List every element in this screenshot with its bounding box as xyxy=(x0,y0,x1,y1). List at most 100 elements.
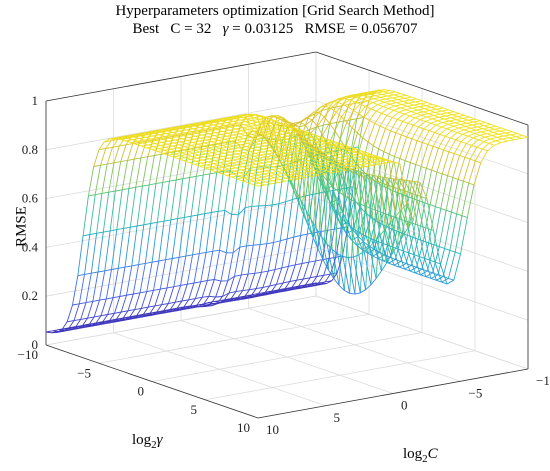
mesh-line xyxy=(263,133,271,136)
mesh-line xyxy=(469,158,476,162)
mesh-line xyxy=(336,105,343,123)
mesh-line xyxy=(368,96,374,100)
mesh-line xyxy=(305,119,313,126)
mesh-line xyxy=(187,151,194,154)
mesh-line xyxy=(392,190,399,194)
mesh-line xyxy=(441,281,448,285)
mesh-line xyxy=(282,266,289,284)
mesh-line xyxy=(391,244,398,255)
mesh-line xyxy=(72,326,79,329)
mesh-line xyxy=(328,199,335,209)
mesh-line xyxy=(398,111,405,115)
mesh-line xyxy=(359,206,366,213)
mesh-line xyxy=(164,148,171,151)
mesh-line xyxy=(355,148,362,152)
mesh-line xyxy=(449,249,456,253)
mesh-line xyxy=(148,144,154,148)
mesh-line xyxy=(371,148,380,180)
mesh-line xyxy=(356,170,364,177)
mesh-line xyxy=(382,103,390,107)
mesh-line xyxy=(341,167,348,171)
mesh-line xyxy=(204,128,211,132)
mesh-line xyxy=(329,121,337,125)
mesh-line xyxy=(510,133,518,136)
mesh-line xyxy=(202,122,208,125)
mesh-line xyxy=(374,160,381,163)
mesh-line xyxy=(242,289,250,292)
mesh-line xyxy=(405,263,412,266)
mesh-line xyxy=(319,146,326,150)
mesh-line xyxy=(370,238,379,259)
mesh-line xyxy=(239,132,247,135)
mesh-line xyxy=(239,172,246,176)
mesh-line xyxy=(200,162,207,166)
mesh-line xyxy=(299,136,306,140)
mesh-line xyxy=(377,258,384,262)
mesh-line xyxy=(168,151,176,182)
mesh-line xyxy=(328,229,335,259)
mesh-line xyxy=(177,178,184,219)
mesh-line xyxy=(417,108,425,111)
mesh-line xyxy=(404,138,413,161)
mesh-line xyxy=(462,116,470,119)
mesh-line xyxy=(464,114,470,118)
mesh-line xyxy=(222,130,228,134)
mesh-line xyxy=(265,131,271,135)
mesh-line xyxy=(295,263,303,266)
mesh-line xyxy=(387,244,393,248)
mesh-line xyxy=(237,177,245,215)
mesh-line xyxy=(441,123,449,128)
mesh-line xyxy=(313,111,319,114)
mesh-line xyxy=(132,264,140,295)
mesh-line xyxy=(336,199,343,213)
mesh-line xyxy=(184,146,190,149)
mesh-line xyxy=(316,152,323,156)
mesh-line xyxy=(431,116,440,120)
mesh-line xyxy=(267,153,273,157)
mesh-line xyxy=(243,168,251,178)
mesh-line xyxy=(448,151,455,155)
mesh-line xyxy=(478,136,486,141)
mesh-line xyxy=(228,156,235,159)
mesh-line xyxy=(297,167,304,171)
mesh-line xyxy=(506,129,513,133)
mesh-line xyxy=(229,154,236,158)
mesh-line xyxy=(56,329,63,333)
mesh-line xyxy=(514,137,522,141)
y-floor-gridline xyxy=(204,350,476,401)
mesh-line xyxy=(140,156,148,159)
mesh-line xyxy=(236,153,242,157)
mesh-line xyxy=(219,249,227,254)
y-axis-label: log2γ xyxy=(132,432,163,451)
mesh-line xyxy=(282,288,288,291)
mesh-line xyxy=(470,126,478,129)
mesh-line xyxy=(296,155,304,158)
mesh-line xyxy=(341,164,348,168)
mesh-line xyxy=(348,106,354,111)
mesh-line xyxy=(432,246,440,274)
mesh-line xyxy=(252,157,260,160)
mesh-line xyxy=(409,180,415,182)
mesh-line xyxy=(372,102,378,105)
mesh-line xyxy=(268,269,276,272)
mesh-line xyxy=(372,163,380,166)
mesh-line xyxy=(153,311,160,314)
mesh-line xyxy=(354,292,361,295)
mesh-line xyxy=(149,183,156,186)
mesh-line xyxy=(180,141,186,145)
mesh-line xyxy=(118,137,125,147)
mesh-line xyxy=(491,133,499,136)
subtitle-gamma: = 0.03125 xyxy=(232,21,294,37)
mesh-line xyxy=(233,120,239,124)
mesh-line xyxy=(383,159,390,162)
mesh-line xyxy=(407,181,416,229)
mesh-line xyxy=(237,163,245,166)
mesh-line xyxy=(409,270,416,274)
mesh-line xyxy=(413,124,419,128)
mesh-line xyxy=(367,141,374,147)
mesh-line xyxy=(305,163,312,166)
mesh-line xyxy=(362,137,369,143)
mesh-line xyxy=(321,236,328,245)
mesh-line xyxy=(309,126,317,130)
mesh-line xyxy=(284,155,291,159)
